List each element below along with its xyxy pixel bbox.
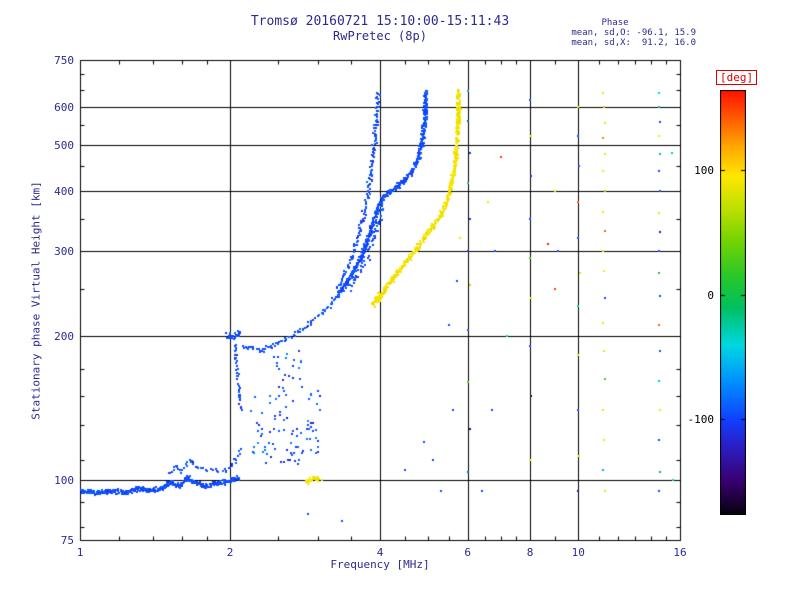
plot-subtitle: RwPretec (8p) bbox=[333, 29, 427, 43]
colorbar-tick-label: 0 bbox=[707, 288, 714, 302]
y-tick-label: 100 bbox=[54, 474, 74, 488]
phase-stats-header: Phase bbox=[601, 18, 629, 28]
x-tick-label: 6 bbox=[464, 546, 472, 559]
colorbar-tick-label: -100 bbox=[687, 413, 715, 427]
phase-colorbar bbox=[720, 90, 746, 515]
y-tick-label: 750 bbox=[54, 54, 74, 67]
colorbar-tick-label: 100 bbox=[694, 163, 714, 177]
y-tick-label: 75 bbox=[60, 534, 74, 547]
x-tick-label: 1 bbox=[76, 546, 84, 559]
x-tick-label: 16 bbox=[673, 546, 687, 559]
y-tick-label: 400 bbox=[54, 185, 74, 199]
y-tick-label: 200 bbox=[54, 329, 74, 343]
x-tick-label: 8 bbox=[526, 546, 534, 559]
phase-stats-o-mode: mean, sd,O: -96.1, 15.9 bbox=[571, 28, 696, 38]
y-tick-label: 500 bbox=[54, 138, 74, 152]
x-tick-label: 10 bbox=[571, 546, 585, 559]
colorbar-units-label: [deg] bbox=[716, 70, 758, 85]
y-tick-label: 600 bbox=[54, 100, 74, 114]
plot-title: Tromsø 20160721 15:10:00-15:11:43 bbox=[250, 14, 510, 29]
x-axis-label: Frequency [MHz] bbox=[330, 558, 430, 571]
phase-stats-x-mode: mean, sd,X: 91.2, 16.0 bbox=[571, 38, 696, 48]
x-tick-label: 4 bbox=[376, 546, 384, 559]
x-tick-label: 2 bbox=[226, 546, 234, 559]
y-tick-label: 300 bbox=[54, 245, 74, 258]
